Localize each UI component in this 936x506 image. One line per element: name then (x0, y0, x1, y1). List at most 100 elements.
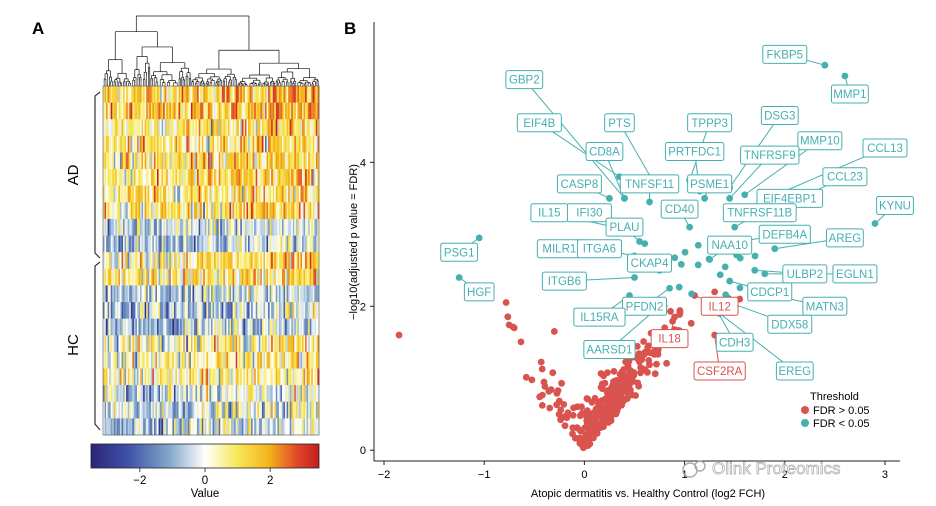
heatmap-cell (305, 268, 308, 286)
heatmap-cell (312, 152, 315, 170)
heatmap-cell (243, 368, 246, 386)
heatmap-cell (204, 185, 207, 203)
heatmap-cell (218, 368, 221, 386)
heatmap-cell (281, 119, 284, 137)
heatmap-cell (195, 285, 198, 303)
heatmap-cell (215, 152, 218, 170)
heatmap-cell (261, 401, 264, 419)
heatmap-cell (157, 368, 159, 386)
heatmap-cell (164, 252, 167, 270)
heatmap-cell (272, 218, 275, 236)
heatmap-cell (309, 385, 312, 403)
heatmap-cell (136, 268, 139, 286)
heatmap-cell (244, 135, 247, 153)
heatmap-cell (305, 285, 308, 303)
heatmap-cell (183, 385, 186, 403)
heatmap-cell (258, 185, 261, 203)
heatmap-cell (237, 119, 240, 137)
heatmap-cell (112, 285, 115, 303)
heatmap-cell (220, 86, 223, 103)
heatmap-cell (129, 86, 132, 103)
legend-entry-sig: FDR < 0.05 (813, 418, 870, 430)
label-box (832, 264, 878, 284)
heatmap-cell (286, 418, 289, 436)
heatmap-cell (237, 218, 240, 236)
heatmap-cell (268, 86, 271, 103)
heatmap-cell (254, 285, 257, 303)
heatmap-cell (240, 185, 243, 203)
heatmap-cell (288, 102, 291, 120)
heatmap-cell (147, 285, 150, 303)
heatmap-cell (119, 235, 122, 253)
heatmap-cell (220, 102, 223, 120)
heatmap-cell (166, 86, 169, 103)
heatmap-cell (254, 252, 257, 270)
heatmap-cell (181, 418, 184, 436)
heatmap-cell (135, 218, 138, 236)
heatmap-cell (180, 252, 183, 270)
heatmap-cell (260, 252, 263, 270)
heatmap-cell (224, 235, 227, 253)
heatmap-cell (198, 135, 201, 153)
gene-label-aarsd1: AARSD1 (586, 344, 632, 356)
heatmap-cell (265, 235, 267, 253)
heatmap-cell (224, 152, 227, 170)
heatmap-cell (206, 335, 209, 353)
heatmap-cell (152, 401, 155, 419)
heatmap-cell (231, 401, 233, 419)
heatmap-cell (116, 302, 119, 319)
heatmap-cell (281, 268, 284, 286)
heatmap-cell (285, 368, 287, 386)
heatmap-cell (206, 268, 209, 286)
heatmap-cell (269, 252, 272, 270)
gene-label-eif4ebp1: EIF4EBP1 (763, 193, 817, 205)
heatmap-cell (126, 368, 129, 386)
heatmap-cell (138, 268, 141, 286)
heatmap-cell (144, 418, 147, 436)
heatmap-cell (164, 169, 167, 187)
heatmap-cell (198, 202, 201, 220)
heatmap-cell (187, 235, 190, 253)
heatmap-cell (220, 252, 223, 270)
heatmap-cell (135, 119, 138, 137)
heatmap-grid (102, 85, 320, 436)
gene-label-il18: IL18 (658, 334, 680, 346)
heatmap-cell (189, 102, 192, 120)
heatmap-cell (149, 202, 152, 220)
heatmap-cell (226, 318, 229, 336)
heatmap-cell (251, 119, 254, 137)
heatmap-cell (180, 218, 183, 236)
heatmap-cell (274, 368, 277, 386)
point-sig (675, 283, 683, 291)
heatmap-cell (135, 368, 138, 386)
heatmap-cell (175, 185, 178, 203)
heatmap-cell (274, 385, 277, 403)
heatmap-cell (252, 351, 255, 369)
heatmap-cell (229, 285, 232, 303)
heatmap-cell (136, 252, 139, 270)
heatmap-cell (289, 152, 292, 170)
heatmap-cell (231, 385, 233, 403)
heatmap-cell (189, 351, 192, 369)
heatmap-cell (150, 351, 153, 369)
heatmap-cell (234, 385, 237, 403)
heatmap-cell (147, 385, 150, 403)
heatmap-cell (211, 185, 213, 203)
heatmap-cell (306, 385, 309, 403)
heatmap-cell (201, 135, 204, 153)
heatmap-cell (223, 235, 226, 253)
heatmap-cell (215, 302, 218, 319)
heatmap-cell (190, 401, 193, 419)
gene-label-cdh3: CDH3 (719, 337, 750, 349)
heatmap-cell (150, 401, 153, 419)
heatmap-cell (234, 152, 237, 170)
heatmap-cell (257, 268, 260, 286)
heatmap-cell (163, 152, 166, 170)
heatmap-cell (178, 351, 181, 369)
heatmap-cell (172, 135, 175, 153)
heatmap-cell (211, 335, 213, 353)
heatmap-cell (146, 418, 149, 436)
heatmap-cell (243, 351, 246, 369)
heatmap-cell (308, 252, 311, 270)
heatmap-cell (200, 202, 203, 220)
